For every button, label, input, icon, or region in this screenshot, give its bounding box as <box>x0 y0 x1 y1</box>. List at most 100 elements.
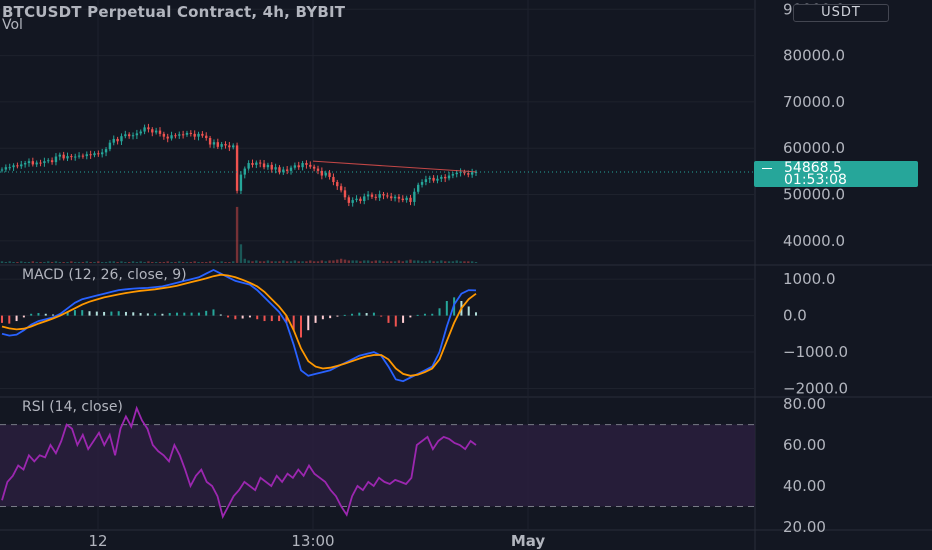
price-tick-label: 60000.0 <box>783 139 845 157</box>
macd-histogram-bar <box>139 313 142 316</box>
volume-bar <box>181 262 185 263</box>
volume-bar <box>285 261 289 263</box>
candle-body <box>316 168 320 171</box>
candle-body <box>97 153 100 155</box>
time-tick-label: 12 <box>88 532 107 550</box>
volume-bar <box>12 262 15 263</box>
candle-body <box>339 186 343 191</box>
candle-body <box>154 130 158 133</box>
rsi-tick-label: 40.00 <box>783 477 826 495</box>
volume-bar <box>116 262 119 263</box>
candle-body <box>397 196 401 199</box>
candle <box>193 130 196 140</box>
candle <box>127 132 131 139</box>
macd-histogram-bar <box>197 312 200 316</box>
volume-bar <box>463 261 466 263</box>
macd-histogram-bar <box>445 301 448 316</box>
candle <box>116 136 119 145</box>
candle <box>212 139 216 149</box>
volume-bar <box>393 261 397 263</box>
candle-body <box>239 174 243 191</box>
volume-bar <box>324 261 327 263</box>
rsi-tick-label: 80.00 <box>783 395 826 413</box>
candle-body <box>131 135 135 137</box>
candle-body <box>54 156 58 163</box>
candle-body <box>470 172 474 175</box>
volume-bar <box>208 261 212 263</box>
candle-body <box>62 154 65 159</box>
volume-bar <box>154 262 158 263</box>
candle <box>201 131 204 138</box>
macd-tick-label: −1000.0 <box>783 343 848 361</box>
candle <box>359 196 362 204</box>
macd-histogram-bar <box>475 312 477 316</box>
volume-bar <box>343 259 347 263</box>
macd-histogram-bar <box>431 313 434 316</box>
volume-bar <box>262 261 266 263</box>
volume-bar <box>390 261 393 263</box>
candle-body <box>47 160 50 162</box>
candle <box>101 148 104 158</box>
rsi-pane <box>1 405 477 520</box>
volume-bars <box>0 206 478 263</box>
candle <box>158 127 162 137</box>
volume-bar <box>166 261 169 263</box>
macd-histogram-bar <box>358 312 361 316</box>
candle-body <box>70 156 73 158</box>
candle-body <box>58 154 61 157</box>
macd-histogram-bar <box>154 313 157 316</box>
candle-body <box>185 132 189 135</box>
candle-body <box>363 196 366 202</box>
candle-body <box>262 163 266 168</box>
price-tick-label: 80000.0 <box>783 47 845 65</box>
macd-histogram-bar <box>285 315 288 323</box>
candle <box>351 197 354 207</box>
candle-body <box>50 160 54 163</box>
candle-body <box>393 196 397 199</box>
macd-histogram-bar <box>88 311 91 316</box>
volume-bar <box>274 261 277 263</box>
macd-histogram-bar <box>66 311 69 316</box>
candle <box>205 132 208 141</box>
candle <box>363 193 366 205</box>
volume-bar <box>366 260 370 263</box>
volume-bar <box>104 262 108 263</box>
candle <box>440 174 443 182</box>
candle-body <box>401 198 404 201</box>
candle <box>262 160 266 170</box>
candle <box>347 195 351 207</box>
candle-body <box>181 134 185 136</box>
volume-bar <box>235 206 239 263</box>
candle-body <box>301 163 304 168</box>
candle-body <box>170 135 173 139</box>
currency-button[interactable]: USDT <box>793 4 889 22</box>
volume-bar <box>247 260 250 263</box>
candle-body <box>77 155 81 157</box>
candle-body <box>440 176 443 179</box>
candle-body <box>174 135 177 137</box>
macd-histogram-bar <box>263 315 266 322</box>
candle <box>143 124 146 135</box>
candle-body <box>116 138 119 142</box>
candle-body <box>359 198 362 202</box>
volume-bar <box>363 260 366 263</box>
candle <box>312 164 316 172</box>
candle <box>185 130 189 137</box>
volume-bar <box>151 262 154 263</box>
candle-body <box>312 166 316 169</box>
candle <box>112 135 115 146</box>
candle-body <box>247 163 250 169</box>
bar-countdown: 01:53:08 <box>784 172 847 188</box>
candle <box>436 175 439 184</box>
candle <box>85 151 88 160</box>
volume-bar <box>467 261 470 263</box>
last-price-tag: 54868.5 01:53:08 <box>754 161 918 187</box>
candle <box>451 172 455 179</box>
candle <box>235 142 239 194</box>
macd-histogram-bar <box>336 315 339 317</box>
candle <box>443 174 447 183</box>
candle-body <box>189 132 193 134</box>
candle <box>74 153 77 161</box>
